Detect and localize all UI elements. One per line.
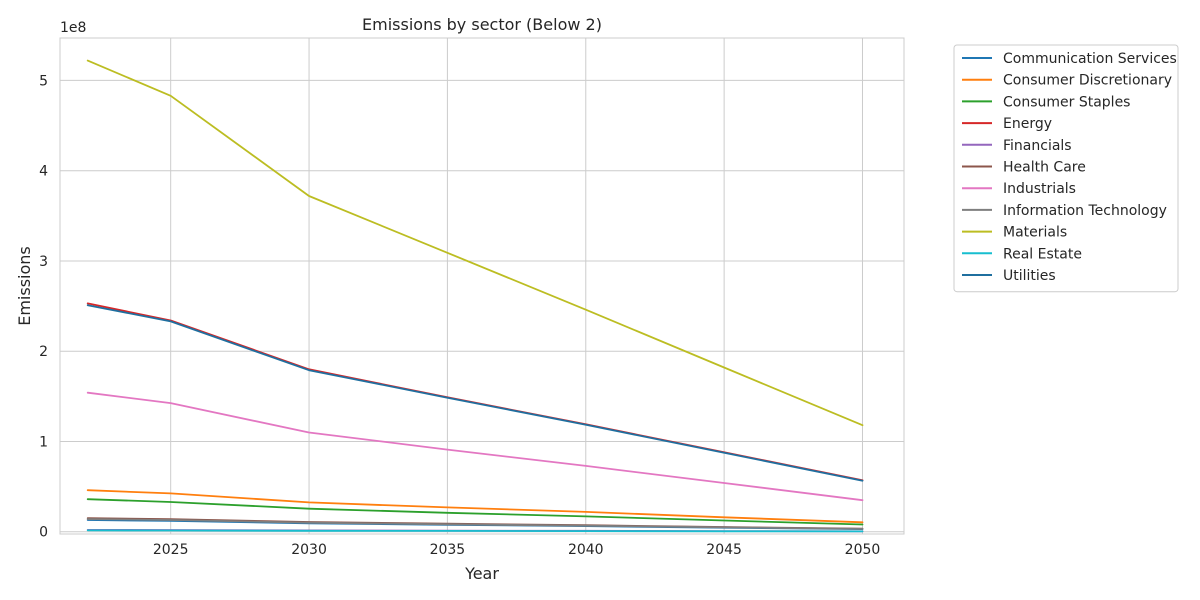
legend-label: Energy — [1003, 116, 1052, 132]
x-tick-label: 2035 — [430, 542, 466, 558]
plot-frame — [59, 37, 905, 535]
legend-label: Health Care — [1003, 160, 1086, 176]
legend-item: Communication Services — [962, 51, 1177, 67]
x-axis-label: Year — [464, 564, 499, 583]
x-tick-label: 2050 — [845, 542, 881, 558]
x-tick-label: 2030 — [291, 542, 327, 558]
legend-label: Real Estate — [1003, 246, 1082, 262]
legend-label: Materials — [1003, 225, 1067, 241]
series-lines — [86, 59, 864, 533]
series-line — [86, 59, 864, 427]
legend-item: Consumer Discretionary — [962, 73, 1172, 89]
y-tick-label: 2 — [39, 344, 48, 360]
legend-label: Utilities — [1003, 268, 1056, 284]
legend-item: Energy — [962, 116, 1052, 132]
axis-ticks: 2025 2030 2035 2040 2045 2050 0 1 2 3 4 5 — [39, 73, 880, 558]
chart-title: Emissions by sector (Below 2) — [362, 15, 602, 34]
legend-box — [953, 44, 1179, 293]
x-tick-label: 2040 — [568, 542, 604, 558]
series-line — [86, 529, 864, 533]
series-line — [86, 304, 864, 482]
legend-item: Financials — [962, 138, 1072, 154]
series-line — [86, 391, 864, 502]
legend-label: Consumer Staples — [1003, 94, 1130, 110]
y-axis-scale-factor: 1e8 — [60, 20, 86, 36]
legend-label: Communication Services — [1003, 51, 1177, 67]
legend-label: Consumer Discretionary — [1003, 73, 1172, 89]
legend-item: Health Care — [962, 160, 1086, 176]
series-line — [86, 489, 864, 524]
y-tick-label: 5 — [39, 73, 48, 89]
y-tick-label: 1 — [39, 434, 48, 450]
legend-item: Materials — [962, 225, 1067, 241]
series-line — [86, 518, 864, 530]
y-axis-label: Emissions — [15, 246, 34, 326]
legend-label: Industrials — [1003, 181, 1076, 197]
y-tick-label: 4 — [39, 164, 48, 180]
x-tick-label: 2045 — [706, 542, 742, 558]
legend-item: Consumer Staples — [962, 94, 1130, 110]
series-line — [86, 498, 864, 526]
legend-item: Industrials — [962, 181, 1076, 197]
x-tick-label: 2025 — [153, 542, 189, 558]
legend-item: Real Estate — [962, 246, 1082, 262]
legend-item: Information Technology — [962, 203, 1167, 219]
legend-item: Utilities — [962, 268, 1056, 284]
y-tick-label: 3 — [39, 254, 48, 270]
y-tick-label: 0 — [39, 525, 48, 541]
legend: Communication Services Consumer Discretio… — [953, 44, 1179, 293]
legend-label: Financials — [1003, 138, 1072, 154]
legend-label: Information Technology — [1003, 203, 1167, 219]
